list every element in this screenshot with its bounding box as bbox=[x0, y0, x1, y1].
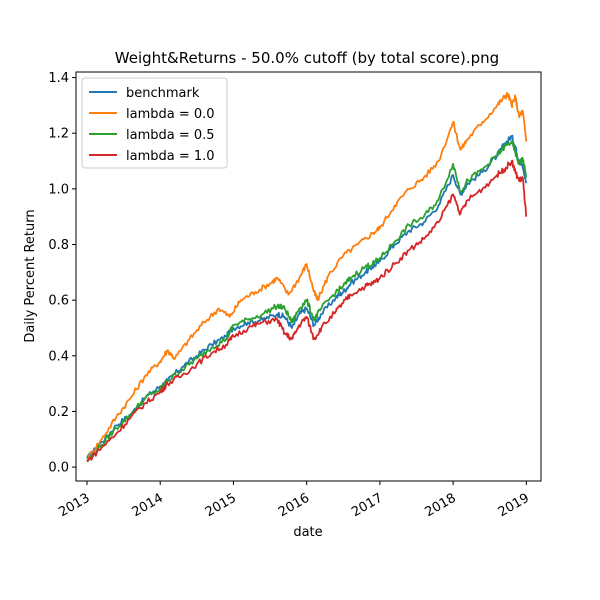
series-line-1 bbox=[86, 92, 528, 460]
y-axis-ticks: 0.0 0.2 0.4 0.6 0.8 1.0 1.2 1.4 bbox=[48, 71, 76, 476]
y-tick-label: 0.2 bbox=[48, 405, 69, 420]
y-tick-label: 0.8 bbox=[48, 238, 69, 253]
y-tick-label: 0.0 bbox=[48, 461, 69, 476]
series-line-0 bbox=[86, 134, 528, 460]
series-line-3 bbox=[86, 159, 528, 463]
y-axis-label: Daily Percent Return bbox=[23, 209, 38, 342]
y-tick-label: 1.0 bbox=[48, 182, 69, 197]
y-tick-label: 1.2 bbox=[48, 127, 69, 142]
x-axis-label: date bbox=[293, 525, 322, 540]
y-tick-label: 0.4 bbox=[48, 349, 69, 364]
plot-frame bbox=[75, 71, 542, 482]
legend-label: lambda = 0.0 bbox=[126, 107, 215, 122]
chart-title: Weight&Returns - 50.0% cutoff (by total … bbox=[115, 49, 499, 67]
y-tick-label: 1.4 bbox=[48, 71, 69, 86]
legend-box bbox=[81, 77, 228, 169]
legend: benchmark lambda = 0.0 lambda = 0.5 lambda … bbox=[81, 77, 228, 169]
series-line-2 bbox=[86, 140, 528, 463]
y-tick-label: 0.6 bbox=[48, 294, 69, 309]
series-layer bbox=[86, 92, 528, 463]
legend-label: lambda = 1.0 bbox=[126, 149, 215, 164]
legend-label: benchmark bbox=[126, 86, 200, 101]
legend-label: lambda = 0.5 bbox=[126, 128, 215, 143]
